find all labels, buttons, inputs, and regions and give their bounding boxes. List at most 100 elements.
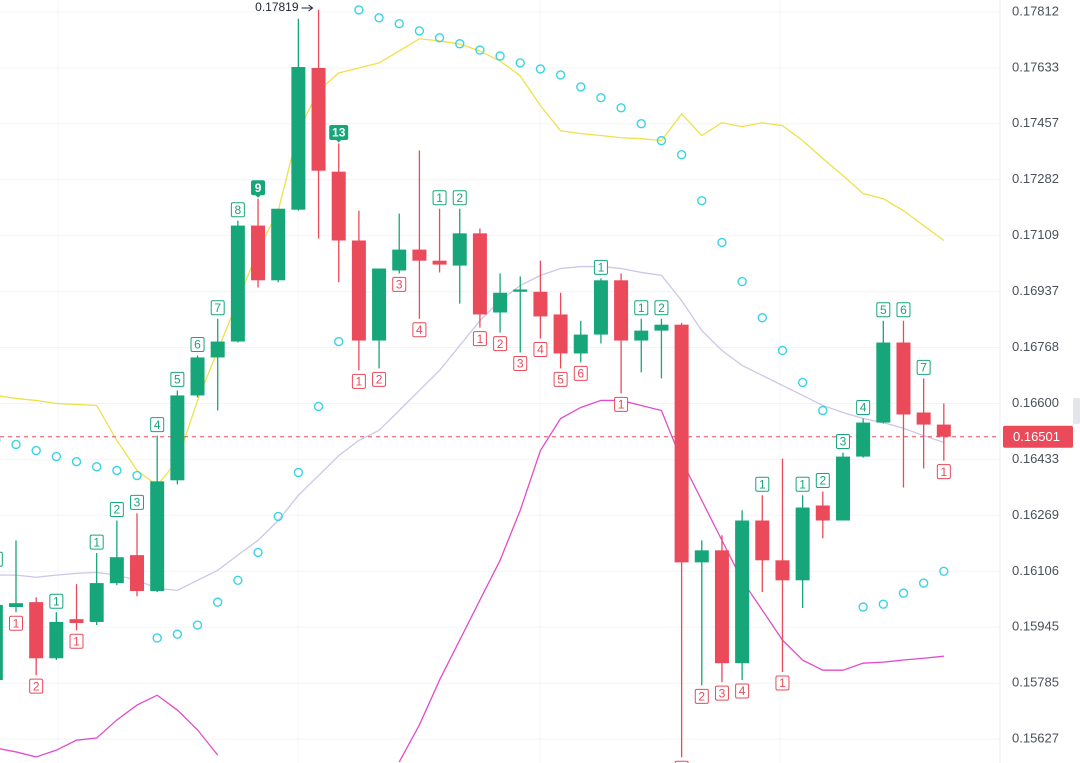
candle-body bbox=[251, 225, 266, 281]
td-label: 4 bbox=[416, 323, 423, 337]
y-tick-label: 0.17282 bbox=[1012, 171, 1059, 186]
y-tick-label: 0.16768 bbox=[1012, 339, 1059, 354]
td-box bbox=[432, 190, 447, 206]
td-box bbox=[9, 615, 23, 631]
td-box bbox=[190, 336, 205, 352]
candle-body bbox=[412, 249, 427, 261]
candle-body bbox=[916, 412, 931, 425]
candle-body bbox=[553, 314, 568, 354]
sar-dot bbox=[697, 195, 707, 206]
side-handle[interactable] bbox=[1073, 398, 1080, 424]
candle-body bbox=[835, 456, 850, 521]
td-box bbox=[795, 476, 810, 492]
candle-body bbox=[49, 621, 64, 659]
td-label: 5 bbox=[174, 373, 181, 387]
td-box bbox=[150, 417, 165, 433]
td-box bbox=[775, 675, 790, 691]
td-label: 1 bbox=[13, 616, 20, 630]
td-pointer bbox=[335, 139, 342, 143]
td-box bbox=[573, 365, 588, 381]
candle-body bbox=[271, 208, 286, 281]
candle-body bbox=[29, 602, 44, 659]
td-box bbox=[694, 688, 709, 704]
td-label: 4 bbox=[537, 343, 544, 357]
candle-body bbox=[755, 520, 770, 561]
td-label: 4 bbox=[739, 684, 746, 698]
high-annotation: 0.17819 bbox=[255, 0, 299, 14]
sar-dot bbox=[434, 33, 445, 43]
td-label: 1 bbox=[799, 477, 806, 491]
td-label: 1 bbox=[618, 398, 625, 412]
y-tick-label: 0.16937 bbox=[1012, 283, 1059, 298]
td-box bbox=[372, 371, 387, 387]
sar-dot bbox=[616, 103, 626, 113]
td-label: 1 bbox=[356, 375, 363, 389]
sar-dot bbox=[535, 64, 546, 74]
sar-dot bbox=[313, 401, 324, 412]
candle-body bbox=[0, 604, 3, 681]
td-box bbox=[392, 276, 407, 292]
td-label: 1 bbox=[759, 477, 766, 491]
td-label: 1 bbox=[436, 191, 443, 205]
sar-dot bbox=[495, 51, 505, 61]
candle-body bbox=[694, 550, 709, 563]
td-label: 3 bbox=[517, 357, 524, 371]
td-box bbox=[593, 259, 608, 275]
y-tick-label: 0.17109 bbox=[1012, 227, 1059, 242]
y-tick-label: 0.15785 bbox=[1012, 675, 1059, 690]
sar-dot bbox=[31, 445, 41, 456]
candle-body bbox=[654, 324, 669, 331]
td-box bbox=[412, 322, 427, 338]
td-box bbox=[815, 473, 830, 489]
td-box bbox=[170, 371, 185, 387]
indicator-line bbox=[398, 399, 944, 763]
sar-dot bbox=[253, 547, 263, 558]
td-box bbox=[936, 464, 951, 480]
td-box bbox=[896, 302, 911, 318]
candle-body bbox=[493, 292, 508, 313]
candle-body bbox=[89, 583, 104, 622]
td-box bbox=[29, 678, 44, 694]
sar-dot bbox=[233, 575, 243, 586]
td-box bbox=[109, 502, 124, 518]
candle-body bbox=[291, 67, 306, 210]
sar-dot bbox=[918, 578, 929, 588]
td-box bbox=[553, 371, 568, 387]
high-annotation-arrowhead bbox=[308, 4, 314, 12]
td-label: 5 bbox=[880, 303, 887, 317]
td-label: 1 bbox=[598, 261, 605, 275]
sar-dot bbox=[71, 456, 82, 467]
sar-dot bbox=[555, 70, 566, 80]
td-label: 1 bbox=[477, 332, 484, 346]
candle-body bbox=[795, 507, 810, 581]
td-box bbox=[89, 534, 104, 550]
sar-dot bbox=[152, 633, 162, 643]
candle-body bbox=[331, 171, 346, 241]
td-box bbox=[210, 300, 225, 316]
sar-dot bbox=[394, 19, 404, 29]
sar-dot bbox=[797, 377, 808, 388]
td-label: 1 bbox=[678, 761, 685, 763]
td-label: 1 bbox=[73, 634, 80, 648]
td-label: 2 bbox=[819, 474, 826, 488]
sar-dot bbox=[354, 5, 364, 15]
sar-dot bbox=[91, 462, 102, 472]
td-box bbox=[634, 300, 649, 316]
candle-body bbox=[614, 280, 629, 341]
sar-dot bbox=[676, 149, 687, 160]
td-box bbox=[654, 300, 669, 316]
td-box bbox=[714, 685, 729, 701]
sar-dot bbox=[576, 82, 586, 92]
td-label: 13 bbox=[332, 126, 346, 140]
td-box bbox=[916, 359, 931, 375]
y-tick-label: 0.16269 bbox=[1012, 507, 1059, 522]
y-tick-label: 0.17633 bbox=[1012, 59, 1059, 74]
candle-body bbox=[9, 603, 23, 607]
td-box bbox=[856, 400, 871, 416]
candle-body bbox=[876, 342, 891, 423]
candle-body bbox=[351, 240, 366, 341]
candle-body bbox=[815, 505, 830, 521]
td-box bbox=[835, 434, 850, 450]
td-box bbox=[533, 342, 548, 358]
